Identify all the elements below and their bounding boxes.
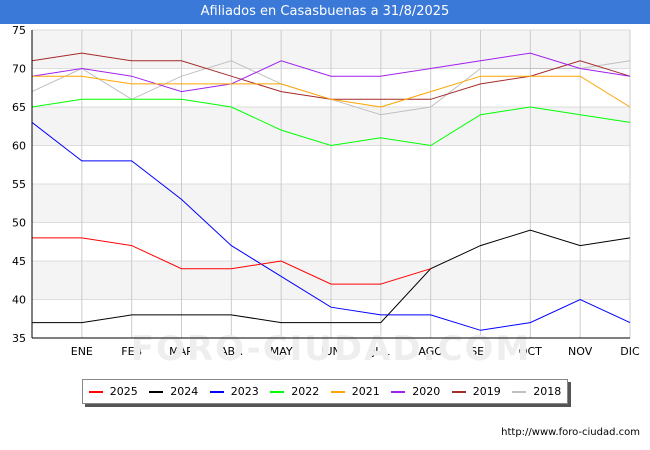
legend-item-2023: 2023 — [209, 385, 259, 398]
legend-label-2024: 2024 — [170, 385, 199, 398]
legend-item-2024: 2024 — [149, 385, 198, 398]
series-line-2023 — [31, 122, 631, 331]
legend-swatch-2024 — [149, 390, 164, 393]
y-tick-label: 35 — [12, 332, 26, 345]
x-tick-label: FEB — [121, 345, 142, 358]
y-tick-label: 75 — [12, 24, 26, 37]
y-tick-label: 60 — [12, 140, 26, 153]
legend-swatch-2019 — [451, 390, 466, 393]
x-tick-label: DIC — [620, 345, 640, 358]
series-line-2025 — [32, 237, 431, 285]
x-tick-label: NOV — [568, 345, 593, 358]
x-tick-label: JUN — [320, 345, 341, 358]
legend-label-2022: 2022 — [291, 385, 320, 398]
legend-label-2019: 2019 — [472, 385, 501, 398]
x-tick-label: JUL — [371, 345, 390, 358]
y-tick-label: 40 — [12, 294, 26, 307]
legend-item-2022: 2022 — [270, 385, 319, 398]
x-tick-label: MAR — [169, 345, 194, 358]
series-line-2024 — [32, 229, 631, 324]
y-tick-label: 50 — [12, 217, 26, 230]
legend-item-2025: 2025 — [88, 385, 138, 398]
legend-item-2019: 2019 — [451, 385, 501, 398]
source-link[interactable]: http://www.foro-ciudad.com — [501, 427, 640, 438]
legend-swatch-2020 — [391, 390, 406, 393]
legend-label-2023: 2023 — [230, 385, 259, 398]
y-tick-label: 45 — [12, 255, 26, 268]
chart-title: Afiliados en Casasbuenas a 31/8/2025 — [0, 0, 650, 24]
x-tick-label: OCT — [519, 345, 542, 358]
legend-swatch-2022 — [270, 390, 285, 393]
legend-item-2018: 2018 — [512, 385, 561, 398]
legend-swatch-2025 — [88, 390, 103, 393]
series-line-2020 — [31, 52, 631, 93]
legend-item-2020: 2020 — [391, 385, 440, 398]
chart-legend: 2025 2024 2023 2022 2021 2020 2019 2018 — [82, 379, 568, 404]
legend-label-2025: 2025 — [109, 385, 138, 398]
x-tick-label: MAY — [270, 345, 293, 358]
legend-label-2021: 2021 — [351, 385, 380, 398]
y-tick-label: 55 — [12, 178, 26, 191]
x-tick-label: SEP — [470, 345, 491, 358]
x-tick-label: ENE — [71, 345, 93, 358]
watermark: FORO-CIUDAD.COM — [131, 329, 532, 369]
legend-item-2021: 2021 — [330, 385, 380, 398]
x-tick-label: ABR — [220, 345, 243, 358]
y-tick-label: 65 — [12, 101, 26, 114]
legend-swatch-2021 — [330, 390, 345, 393]
y-tick-label: 70 — [12, 63, 26, 76]
x-tick-label: AGO — [418, 345, 443, 358]
legend-swatch-2023 — [209, 390, 224, 393]
legend-label-2018: 2018 — [533, 385, 562, 398]
series-line-2022 — [31, 98, 631, 147]
series-line-2021 — [32, 75, 631, 108]
legend-swatch-2018 — [512, 390, 527, 393]
legend-label-2020: 2020 — [412, 385, 441, 398]
